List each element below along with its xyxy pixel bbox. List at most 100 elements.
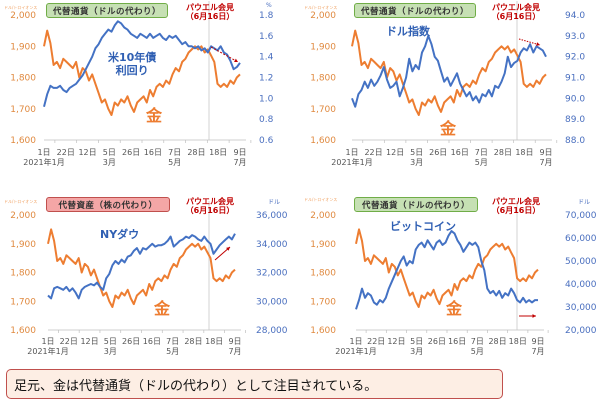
x-axis-tick: 18日 — [205, 337, 223, 346]
powell-annotation: パウエル会見 （6月16日） — [491, 197, 541, 215]
left-axis-tick: 1,600 — [310, 326, 336, 336]
chart-panel-bitcoin: 2,000 1,900 1,800 1,700 1,600 70,000 60,000 50,… — [300, 180, 600, 360]
right-axis-unit: % — [266, 2, 272, 9]
right-axis-tick: 34,000 — [256, 240, 288, 250]
x-axis-tick: 26日 — [429, 148, 447, 157]
x-axis-tick: 26日 — [428, 337, 446, 346]
caption-box: 足元、金は代替通貨（ドルの代わり）として注目されている。 — [6, 369, 503, 399]
right-axis-tick: 1.4 — [259, 53, 274, 63]
left-axis-tick: 1,700 — [310, 297, 336, 307]
x-axis-month: 7月 — [233, 158, 246, 167]
gold-price-line — [351, 29, 547, 116]
comparison-line — [351, 34, 547, 108]
left-axis-tick: 1,900 — [10, 240, 36, 250]
comparison-line — [43, 20, 241, 107]
right-axis-tick: 30,000 — [256, 297, 288, 307]
arrowhead-icon — [226, 247, 230, 251]
x-axis-tick: 28日 — [184, 337, 202, 346]
right-axis-tick: 93.0 — [565, 32, 585, 42]
right-axis-tick: 89.0 — [565, 115, 585, 125]
x-axis-tick: 22日 — [364, 148, 382, 157]
right-axis-tick: 50,000 — [565, 257, 597, 267]
right-axis-tick: 0.8 — [259, 115, 274, 125]
left-axis-tick: 1,800 — [10, 74, 36, 84]
category-tag: 代替通貨（ドルの代わり） — [46, 3, 168, 18]
left-axis-unit: ドル/トロイオンス — [304, 197, 338, 202]
x-axis-tick: 7日 — [168, 148, 181, 157]
x-axis-tick: 16日 — [143, 337, 161, 346]
left-axis-tick: 1,700 — [10, 297, 36, 307]
right-axis-tick: 32,000 — [256, 269, 288, 279]
x-axis-month: 2021年1月 — [335, 346, 376, 356]
right-axis-tick: 28,000 — [256, 326, 288, 336]
left-axis-tick: 2,000 — [310, 211, 336, 221]
series-label-us10y: 米10年債 利回り — [108, 51, 157, 77]
x-axis-tick: 16日 — [451, 148, 469, 157]
chart-plot: 2,000 1,900 1,800 1,700 1,600 1.8 1.6 1.4 1.2 1.0… — [10, 1, 274, 167]
x-axis-tick: 12日 — [78, 148, 96, 157]
x-axis-month: 7月 — [228, 347, 241, 356]
series-label-dollar-index: ドル指数 — [386, 25, 430, 38]
powell-annotation: パウエル会見 （6月16日） — [491, 3, 541, 21]
gold-price-line — [355, 228, 539, 308]
x-axis-tick: 5日 — [104, 337, 117, 346]
x-axis-tick: 16日 — [448, 337, 466, 346]
x-axis-tick: 5日 — [410, 148, 423, 157]
x-axis-month: 5月 — [168, 158, 181, 167]
x-axis-tick: 22日 — [367, 337, 385, 346]
x-axis-month: 5月 — [471, 347, 484, 356]
right-axis-unit: ドル — [578, 199, 591, 206]
x-axis-tick: 1日 — [349, 337, 362, 346]
x-axis-tick: 1日 — [37, 148, 50, 157]
right-axis-tick: 60,000 — [565, 234, 597, 244]
left-axis-tick: 2,000 — [10, 11, 36, 21]
x-axis-tick: 28日 — [494, 148, 512, 157]
x-axis-month: 3月 — [410, 158, 423, 167]
gold-price-line — [47, 228, 236, 308]
left-axis-tick: 1,600 — [310, 136, 336, 146]
gold-price-line — [43, 29, 241, 116]
series-label-gold: 金 — [146, 106, 163, 125]
arrowhead-icon — [234, 58, 238, 62]
x-axis-tick: 9日 — [233, 148, 246, 157]
x-axis-tick: 12日 — [80, 337, 98, 346]
left-axis-tick: 1,900 — [10, 42, 36, 52]
x-axis-month: 2021年1月 — [23, 157, 64, 167]
right-axis-tick: 94.0 — [565, 11, 585, 21]
chart-panel-dollar-index: 2,000 1,900 1,800 1,700 1,600 94.0 93.0 92.0 91.… — [300, 0, 600, 180]
series-label-bitcoin: ビットコイン — [390, 220, 456, 233]
series-label-gold: 金 — [440, 119, 457, 138]
comparison-line — [47, 233, 236, 300]
right-axis-tick: 1.6 — [259, 32, 274, 42]
x-axis-tick: 22日 — [60, 337, 78, 346]
trend-arrow-icon — [210, 46, 239, 63]
left-axis-tick: 1,700 — [310, 105, 336, 115]
x-axis-month: 3月 — [103, 158, 116, 167]
left-axis-tick: 1,600 — [10, 326, 36, 336]
x-axis-tick: 18日 — [209, 148, 227, 157]
powell-annotation: パウエル会見 （6月16日） — [185, 197, 235, 215]
chart-plot: 2,000 1,900 1,800 1,700 1,600 70,000 60,000 50,… — [310, 201, 597, 356]
x-axis-tick: 9日 — [531, 337, 544, 346]
left-axis-tick: 1,800 — [310, 74, 336, 84]
left-axis-unit: ドル/トロイオンス — [304, 5, 338, 10]
x-axis-month: 3月 — [104, 347, 117, 356]
x-axis-tick: 18日 — [515, 148, 533, 157]
x-axis-month: 2021年1月 — [331, 157, 372, 167]
x-axis-tick: 5日 — [103, 148, 116, 157]
right-axis-tick: 0.6 — [259, 136, 274, 146]
trend-arrow-icon — [518, 38, 541, 46]
chart-plot: 2,000 1,900 1,800 1,700 1,600 94.0 93.0 92.0 91.… — [310, 1, 585, 167]
left-axis-tick: 1,800 — [310, 269, 336, 279]
arrowhead-icon — [536, 42, 540, 46]
powell-annotation: パウエル会見 （6月16日） — [185, 3, 235, 21]
x-axis-tick: 26日 — [122, 148, 140, 157]
x-axis-tick: 7日 — [471, 337, 484, 346]
category-tag: 代替通貨（ドルの代わり） — [354, 3, 476, 18]
x-axis-month: 7月 — [539, 158, 552, 167]
right-axis-tick: 91.0 — [565, 74, 585, 84]
x-axis-month: 5月 — [475, 158, 488, 167]
comparison-line — [355, 230, 538, 310]
x-axis-tick: 7日 — [166, 337, 179, 346]
series-label-gold: 金 — [154, 299, 171, 318]
